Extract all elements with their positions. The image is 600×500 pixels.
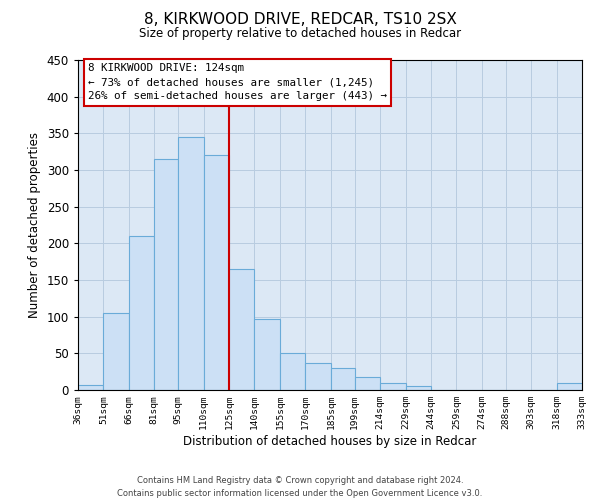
Bar [154, 159, 178, 390]
Bar [229, 269, 254, 390]
Bar [331, 368, 355, 390]
Text: Size of property relative to detached houses in Redcar: Size of property relative to detached ho… [139, 28, 461, 40]
Bar [78, 385, 103, 390]
X-axis label: Distribution of detached houses by size in Redcar: Distribution of detached houses by size … [184, 435, 476, 448]
Text: Contains HM Land Registry data © Crown copyright and database right 2024.
Contai: Contains HM Land Registry data © Crown c… [118, 476, 482, 498]
Bar [178, 137, 203, 390]
Bar [254, 319, 280, 390]
Text: 8, KIRKWOOD DRIVE, REDCAR, TS10 2SX: 8, KIRKWOOD DRIVE, REDCAR, TS10 2SX [143, 12, 457, 28]
Y-axis label: Number of detached properties: Number of detached properties [28, 132, 41, 318]
Bar [355, 377, 380, 390]
Bar [280, 354, 305, 390]
Bar [406, 386, 431, 390]
Bar [305, 363, 331, 390]
Bar [557, 382, 582, 390]
Text: 8 KIRKWOOD DRIVE: 124sqm
← 73% of detached houses are smaller (1,245)
26% of sem: 8 KIRKWOOD DRIVE: 124sqm ← 73% of detach… [88, 64, 387, 102]
Bar [380, 384, 406, 390]
Bar [129, 236, 154, 390]
Bar [203, 156, 229, 390]
Bar [103, 313, 129, 390]
